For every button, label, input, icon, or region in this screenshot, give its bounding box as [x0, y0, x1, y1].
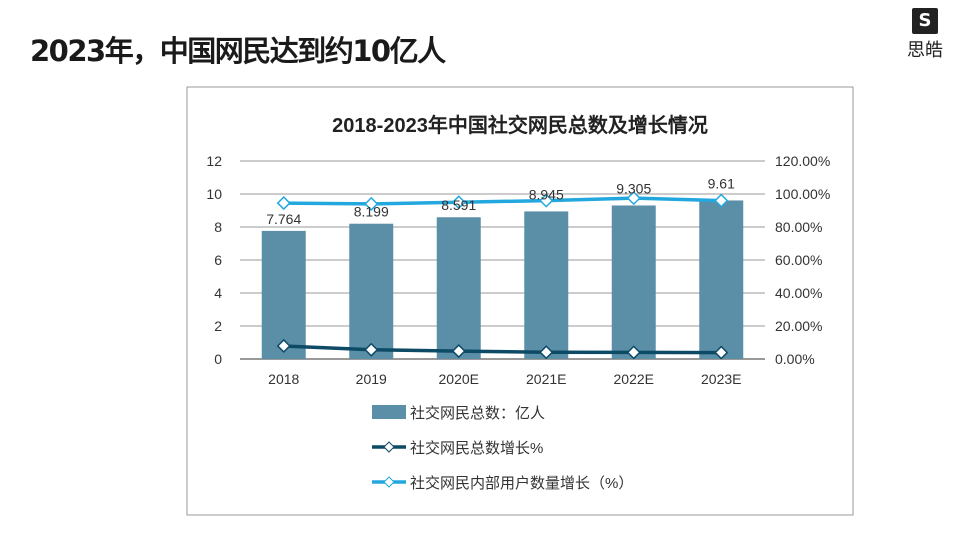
- series-line: [283, 344, 722, 355]
- right-tick-label: 80.00%: [775, 219, 822, 235]
- logo: S 思皓: [900, 8, 950, 62]
- slide-title: 2023年，中国网民达到约10亿人: [30, 34, 446, 68]
- legend-label: 社交网民总数：亿人: [410, 404, 545, 422]
- bar-data-label: 8.199: [354, 204, 389, 220]
- right-tick-label: 60.00%: [775, 252, 822, 268]
- bar-data-label: 8.591: [441, 197, 476, 213]
- bar-data-label: 8.945: [529, 186, 564, 202]
- logo-s-icon: S: [912, 8, 938, 34]
- bar: [611, 205, 656, 359]
- right-tick-label: 20.00%: [775, 318, 822, 334]
- x-tick-label: 2020E: [439, 371, 479, 387]
- line-marker: [451, 195, 466, 210]
- line-marker: [539, 193, 554, 208]
- left-tick-label: 0: [214, 351, 222, 367]
- right-tick-label: 100.00%: [775, 186, 830, 202]
- left-tick-label: 6: [214, 252, 222, 268]
- bar-data-label: 9.305: [616, 180, 651, 196]
- right-tick-label: 40.00%: [775, 285, 822, 301]
- left-tick-label: 12: [206, 153, 222, 169]
- line-marker: [714, 193, 729, 208]
- x-tick-label: 2023E: [701, 371, 741, 387]
- line-marker: [276, 196, 291, 211]
- left-tick-label: 2: [214, 318, 222, 334]
- left-tick-label: 10: [206, 186, 222, 202]
- bar: [261, 230, 306, 359]
- bar-data-label: 7.764: [266, 211, 301, 227]
- line-marker: [364, 196, 379, 211]
- line-marker: [451, 344, 466, 359]
- line-marker: [626, 345, 641, 360]
- bar: [524, 211, 569, 359]
- logo-text: 思皓: [907, 40, 943, 61]
- chart-title: 2018-2023年中国社交网民总数及增长情况: [332, 113, 708, 137]
- legend-marker: [383, 476, 395, 488]
- series-line: [283, 196, 722, 206]
- line-marker: [714, 345, 729, 360]
- right-tick-label: 120.00%: [775, 153, 830, 169]
- line-marker: [626, 191, 641, 206]
- x-tick-label: 2018: [268, 371, 299, 387]
- right-tick-label: 0.00%: [775, 351, 815, 367]
- left-tick-label: 4: [214, 285, 222, 301]
- bar: [699, 200, 744, 359]
- x-tick-label: 2021E: [526, 371, 566, 387]
- legend-swatch: [372, 405, 406, 419]
- bar: [436, 217, 481, 359]
- x-tick-label: 2022E: [614, 371, 654, 387]
- bar-data-label: 9.61: [708, 175, 735, 191]
- legend-marker: [383, 441, 395, 453]
- line-marker: [364, 342, 379, 357]
- bar: [349, 223, 394, 359]
- line-marker: [276, 338, 291, 354]
- legend-label: 社交网民内部用户数量增长（%）: [410, 474, 633, 492]
- legend-label: 社交网民总数增长%: [410, 439, 543, 457]
- left-tick-label: 8: [214, 219, 222, 235]
- line-marker: [539, 345, 554, 360]
- x-tick-label: 2019: [356, 371, 387, 387]
